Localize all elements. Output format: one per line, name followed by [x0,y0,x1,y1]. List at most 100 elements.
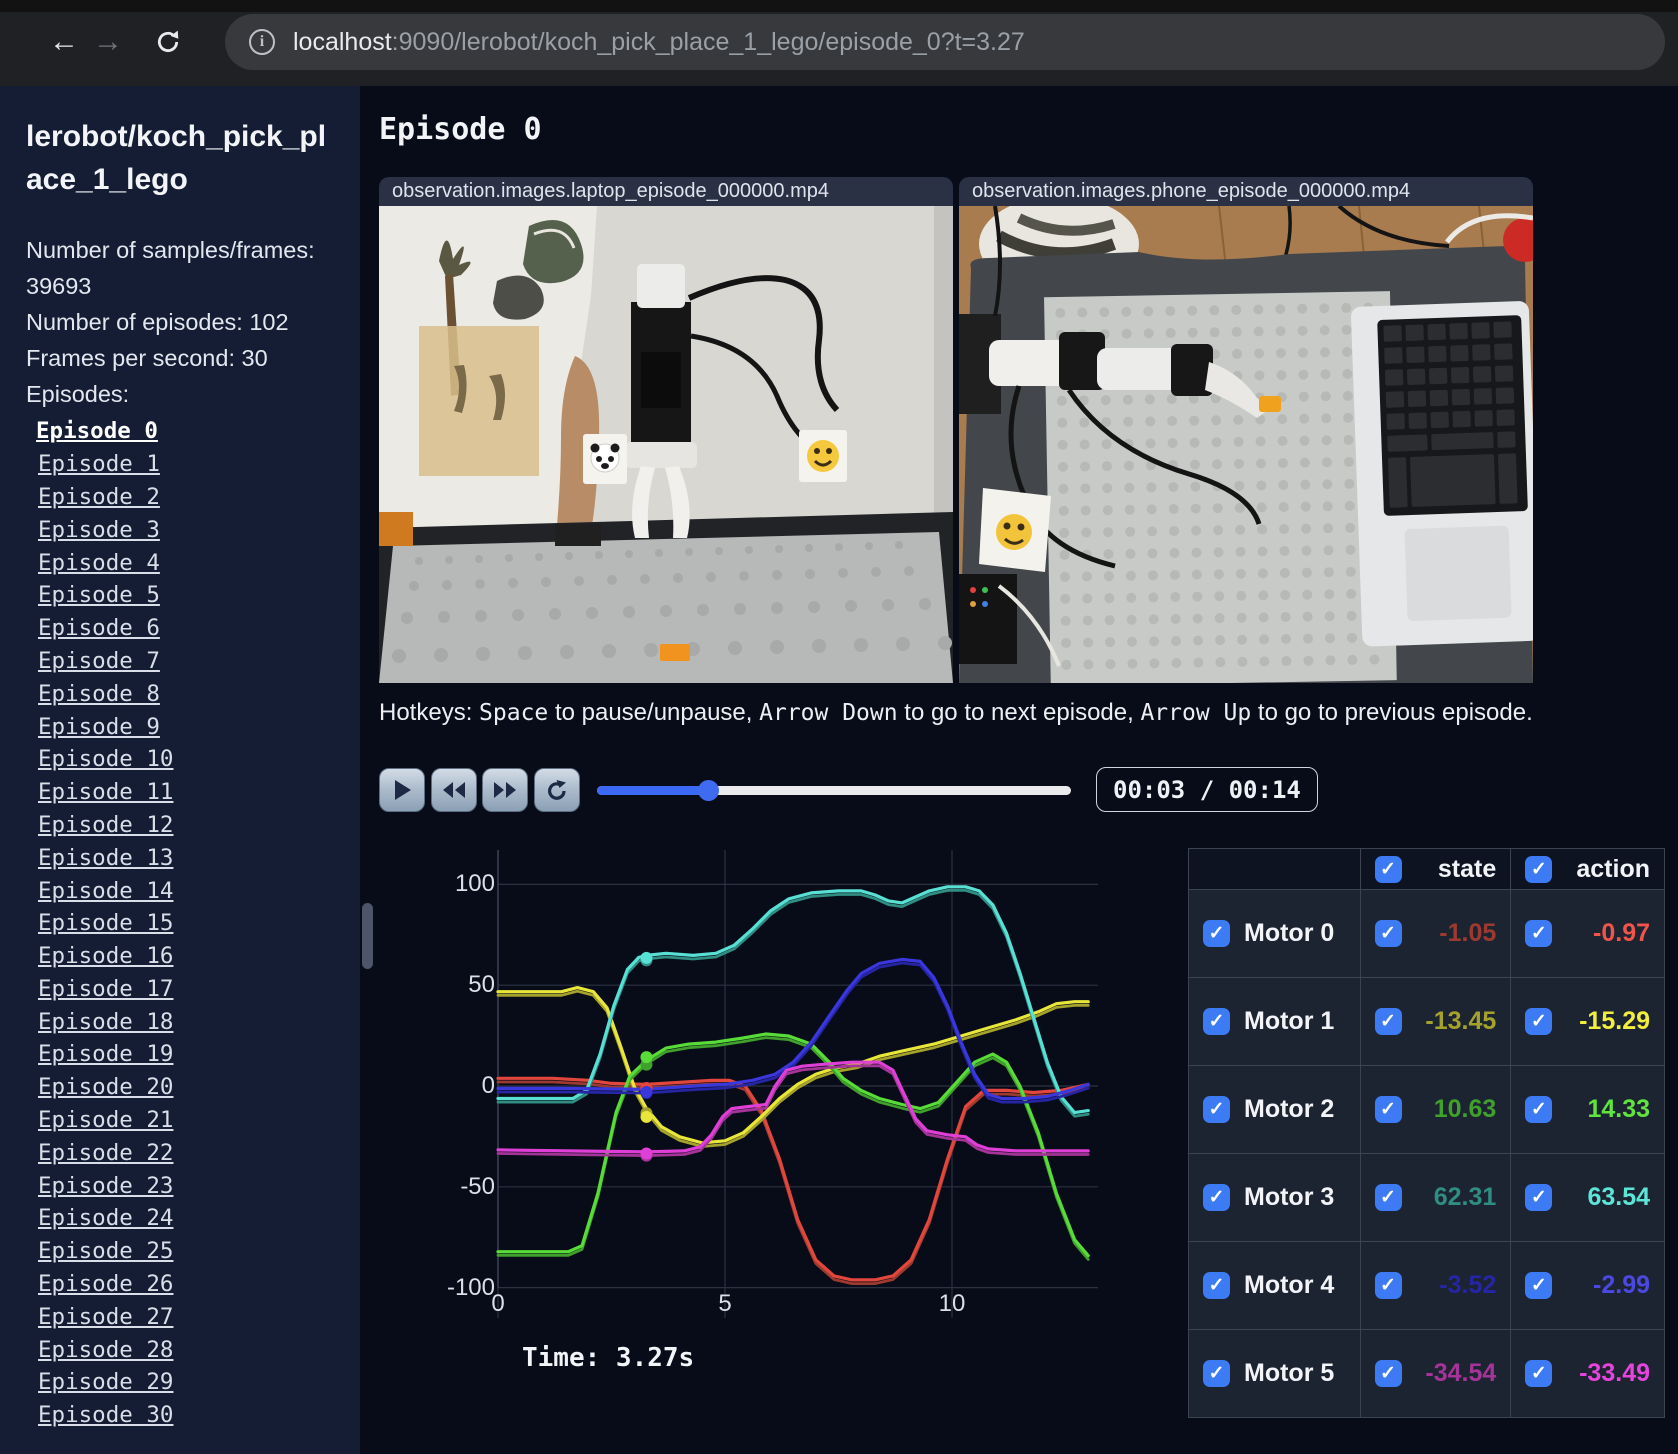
episode-link-episode-17[interactable]: Episode 17 [38,975,174,1002]
checkbox[interactable]: ✓ [1203,1008,1230,1035]
panda-box [583,434,627,484]
playback-controls: 00:03 / 00:14 [379,767,1659,814]
state-value-cell: ✓ 10.63 [1359,1065,1512,1154]
checkbox[interactable]: ✓ [1374,855,1402,883]
checkbox[interactable]: ✓ [1525,1096,1553,1123]
x-tick-label: 5 [718,1290,732,1317]
state-value: -13.45 [1425,1007,1497,1035]
seek-slider[interactable] [597,780,1071,801]
stat-line: Number of episodes: 102 [26,309,289,336]
loop-button[interactable] [534,768,580,812]
episode-link-episode-14[interactable]: Episode 14 [38,877,174,904]
state-value-cell: ✓ 62.31 [1359,1153,1512,1242]
slider-thumb[interactable] [697,780,719,801]
x-tick-label: 0 [491,1290,505,1317]
episode-link-episode-15[interactable]: Episode 15 [38,910,174,937]
episode-link-episode-22[interactable]: Episode 22 [38,1139,174,1166]
episode-link-episode-19[interactable]: Episode 19 [38,1041,174,1068]
episode-list-item: Episode 9 [26,710,338,743]
fast-forward-button[interactable] [482,768,528,812]
site-info-icon[interactable]: i [249,29,275,55]
back-icon[interactable]: ← [49,25,79,58]
checkbox[interactable]: ✓ [1525,855,1553,883]
checkbox[interactable]: ✓ [1525,920,1553,947]
episode-link-episode-26[interactable]: Episode 26 [38,1271,174,1298]
checkbox[interactable]: ✓ [1203,920,1230,947]
dataset-stats: Number of samples/frames: 39693 Number o… [26,233,338,413]
action-value: -33.49 [1579,1359,1650,1387]
main-content: Episode 0 observation.images.laptop_epis… [360,86,1678,1454]
motor-label-cell: ✓ Motor 3 [1188,1153,1361,1242]
episode-link-episode-18[interactable]: Episode 18 [38,1008,174,1035]
episode-link-episode-3[interactable]: Episode 3 [38,516,160,543]
episode-link-episode-21[interactable]: Episode 21 [38,1107,174,1134]
action-value: -2.99 [1593,1271,1650,1299]
action-value-cell: ✓ -2.99 [1510,1241,1665,1330]
checkbox[interactable]: ✓ [1203,1096,1230,1123]
chart-canvas[interactable] [420,838,1100,1350]
episode-list-item: Episode 2 [26,481,338,514]
episode-link-episode-4[interactable]: Episode 4 [38,549,160,576]
checkbox[interactable]: ✓ [1374,1096,1402,1123]
episode-link-episode-28[interactable]: Episode 28 [38,1336,174,1363]
episode-link-episode-1[interactable]: Episode 1 [38,451,160,478]
episode-link-episode-2[interactable]: Episode 2 [38,483,160,510]
checkbox[interactable]: ✓ [1374,1272,1402,1299]
series-line [496,1076,1090,1282]
checkbox[interactable]: ✓ [1525,1360,1553,1387]
url-bar[interactable]: i localhost:9090/lerobot/koch_pick_place… [225,14,1665,70]
episode-link-episode-29[interactable]: Episode 29 [38,1369,174,1396]
episode-list-item: Episode 11 [26,776,338,809]
play-button[interactable] [379,768,425,812]
episode-link-episode-16[interactable]: Episode 16 [38,943,174,970]
stat-line: Frames per second: 30 [26,345,268,372]
video-laptop-camera[interactable] [379,206,953,683]
checkbox[interactable]: ✓ [1203,1184,1230,1211]
episode-link-episode-9[interactable]: Episode 9 [38,713,160,740]
episode-link-episode-0[interactable]: Episode 0 [36,418,158,445]
forward-icon[interactable]: → [93,25,123,58]
episode-link-episode-13[interactable]: Episode 13 [38,844,174,871]
hotkey-key: Arrow Down [759,700,898,726]
video-panel-phone: observation.images.phone_episode_000000.… [959,177,1533,683]
rewind-button[interactable] [431,768,477,812]
series-line [496,1060,1090,1154]
episode-list-item: Episode 21 [26,1104,338,1137]
episode-link-episode-11[interactable]: Episode 11 [38,779,174,806]
episode-link-episode-6[interactable]: Episode 6 [38,615,160,642]
state-value-cell: ✓ -3.52 [1359,1241,1512,1330]
checkbox[interactable]: ✓ [1374,1008,1402,1035]
video-phone-camera[interactable] [959,206,1533,683]
slider-track[interactable] [597,786,1071,795]
episode-list-item: Episode 6 [26,612,338,645]
episode-link-episode-12[interactable]: Episode 12 [38,811,174,838]
url-text: localhost:9090/lerobot/koch_pick_place_1… [293,27,1025,56]
checkbox[interactable]: ✓ [1374,1360,1402,1387]
episode-link-episode-20[interactable]: Episode 20 [38,1074,174,1101]
episodes-label: Episodes: [26,381,130,407]
table-row: ✓ Motor 2 ✓ 10.63 ✓ 14.33 [1188,1065,1665,1154]
episode-link-episode-23[interactable]: Episode 23 [38,1172,174,1199]
episode-link-episode-5[interactable]: Episode 5 [38,582,160,609]
episode-list-item: Episode 8 [26,677,338,710]
action-value: -15.29 [1579,1007,1650,1035]
episode-link-episode-27[interactable]: Episode 27 [38,1303,174,1330]
checkbox[interactable]: ✓ [1203,1272,1230,1299]
scrollbar-thumb[interactable] [362,903,373,969]
checkbox[interactable]: ✓ [1525,1184,1553,1211]
reload-icon[interactable] [150,24,186,60]
checkbox[interactable]: ✓ [1374,1184,1402,1211]
episode-link-episode-30[interactable]: Episode 30 [38,1402,174,1429]
motor-label: Motor 0 [1244,919,1335,947]
episode-link-episode-10[interactable]: Episode 10 [38,746,174,773]
episode-link-episode-25[interactable]: Episode 25 [38,1238,174,1265]
checkbox[interactable]: ✓ [1374,920,1402,947]
robot-arm-top [959,206,1281,569]
episode-link-episode-7[interactable]: Episode 7 [38,647,160,674]
checkbox[interactable]: ✓ [1525,1272,1553,1299]
episode-link-episode-8[interactable]: Episode 8 [38,680,160,707]
checkbox[interactable]: ✓ [1203,1360,1230,1387]
episode-link-episode-24[interactable]: Episode 24 [38,1205,174,1232]
y-tick-label: 50 [468,971,495,999]
checkbox[interactable]: ✓ [1525,1008,1553,1035]
